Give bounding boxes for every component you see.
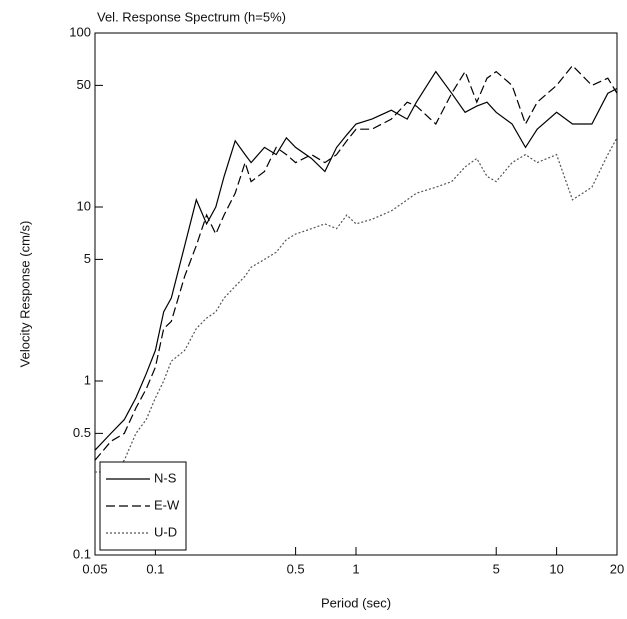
x-tick-label: 20 — [610, 561, 624, 576]
x-tick-label: 0.05 — [82, 561, 107, 576]
x-tick-label: 10 — [549, 561, 563, 576]
x-tick-label: 1 — [352, 561, 359, 576]
series-line — [95, 137, 618, 473]
x-tick-label: 0.1 — [146, 561, 164, 576]
legend-label: E-W — [154, 497, 180, 512]
x-tick-label: 0.5 — [287, 561, 305, 576]
y-tick-label: 50 — [77, 77, 91, 92]
legend-label: N-S — [154, 470, 177, 485]
series-line — [94, 64, 618, 461]
y-tick-label: 1 — [84, 372, 91, 387]
y-axis-label: Velocity Response (cm/s) — [17, 221, 32, 368]
y-tick-label: 10 — [77, 198, 91, 213]
y-tick-label: 100 — [69, 24, 91, 39]
x-axis-label: Period (sec) — [321, 595, 391, 610]
y-tick-label: 0.1 — [73, 546, 91, 561]
x-tick-label: 5 — [493, 561, 500, 576]
y-tick-label: 5 — [84, 251, 91, 266]
chart-title: Vel. Response Spectrum (h=5%) — [97, 9, 286, 24]
y-tick-label: 0.5 — [73, 425, 91, 440]
legend-label: U-D — [154, 524, 177, 539]
series-line — [94, 70, 618, 451]
